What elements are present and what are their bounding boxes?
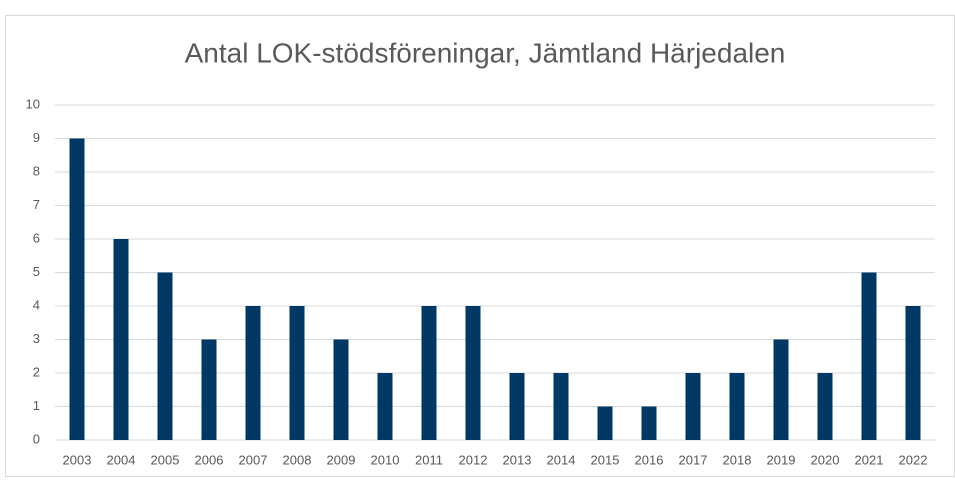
y-tick-label: 9 bbox=[33, 130, 40, 145]
x-tick-label: 2008 bbox=[283, 452, 312, 467]
bar bbox=[553, 373, 569, 440]
x-tick-label: 2006 bbox=[195, 452, 224, 467]
x-tick-label: 2009 bbox=[327, 452, 356, 467]
x-tick-label: 2003 bbox=[63, 452, 92, 467]
x-tick-label: 2017 bbox=[679, 452, 708, 467]
bar bbox=[641, 406, 657, 440]
bar bbox=[113, 239, 129, 440]
x-tick-label: 2014 bbox=[547, 452, 576, 467]
y-tick-label: 6 bbox=[33, 230, 40, 245]
bar bbox=[773, 339, 789, 440]
y-tick-label: 5 bbox=[33, 264, 40, 279]
bar bbox=[421, 306, 437, 440]
bar bbox=[597, 406, 613, 440]
bar bbox=[729, 373, 745, 440]
x-tick-label: 2004 bbox=[107, 452, 136, 467]
x-tick-label: 2005 bbox=[151, 452, 180, 467]
y-tick-label: 3 bbox=[33, 331, 40, 346]
y-tick-label: 1 bbox=[33, 398, 40, 413]
y-tick-label: 7 bbox=[33, 197, 40, 212]
bar bbox=[201, 339, 217, 440]
bar bbox=[157, 272, 173, 440]
bar bbox=[465, 306, 481, 440]
bar bbox=[377, 373, 393, 440]
y-tick-label: 8 bbox=[33, 163, 40, 178]
y-tick-label: 4 bbox=[33, 297, 40, 312]
x-tick-label: 2019 bbox=[767, 452, 796, 467]
chart-title: Antal LOK-stödsföreningar, Jämtland Härj… bbox=[185, 37, 786, 68]
y-tick-label: 0 bbox=[33, 431, 40, 446]
x-tick-label: 2022 bbox=[899, 452, 928, 467]
bar bbox=[817, 373, 833, 440]
x-tick-label: 2020 bbox=[811, 452, 840, 467]
x-tick-label: 2007 bbox=[239, 452, 268, 467]
x-tick-label: 2012 bbox=[459, 452, 488, 467]
x-tick-label: 2021 bbox=[855, 452, 884, 467]
y-tick-label: 10 bbox=[26, 96, 40, 111]
x-tick-label: 2015 bbox=[591, 452, 620, 467]
x-tick-label: 2016 bbox=[635, 452, 664, 467]
bar bbox=[509, 373, 525, 440]
x-tick-label: 2011 bbox=[415, 452, 443, 467]
y-tick-label: 2 bbox=[33, 364, 40, 379]
x-tick-label: 2013 bbox=[503, 452, 532, 467]
x-tick-label: 2018 bbox=[723, 452, 752, 467]
bar bbox=[333, 339, 349, 440]
bar bbox=[905, 306, 921, 440]
x-tick-label: 2010 bbox=[371, 452, 400, 467]
bar bbox=[245, 306, 261, 440]
bar bbox=[685, 373, 701, 440]
bar bbox=[69, 138, 85, 440]
bar bbox=[861, 272, 877, 440]
bar bbox=[289, 306, 305, 440]
